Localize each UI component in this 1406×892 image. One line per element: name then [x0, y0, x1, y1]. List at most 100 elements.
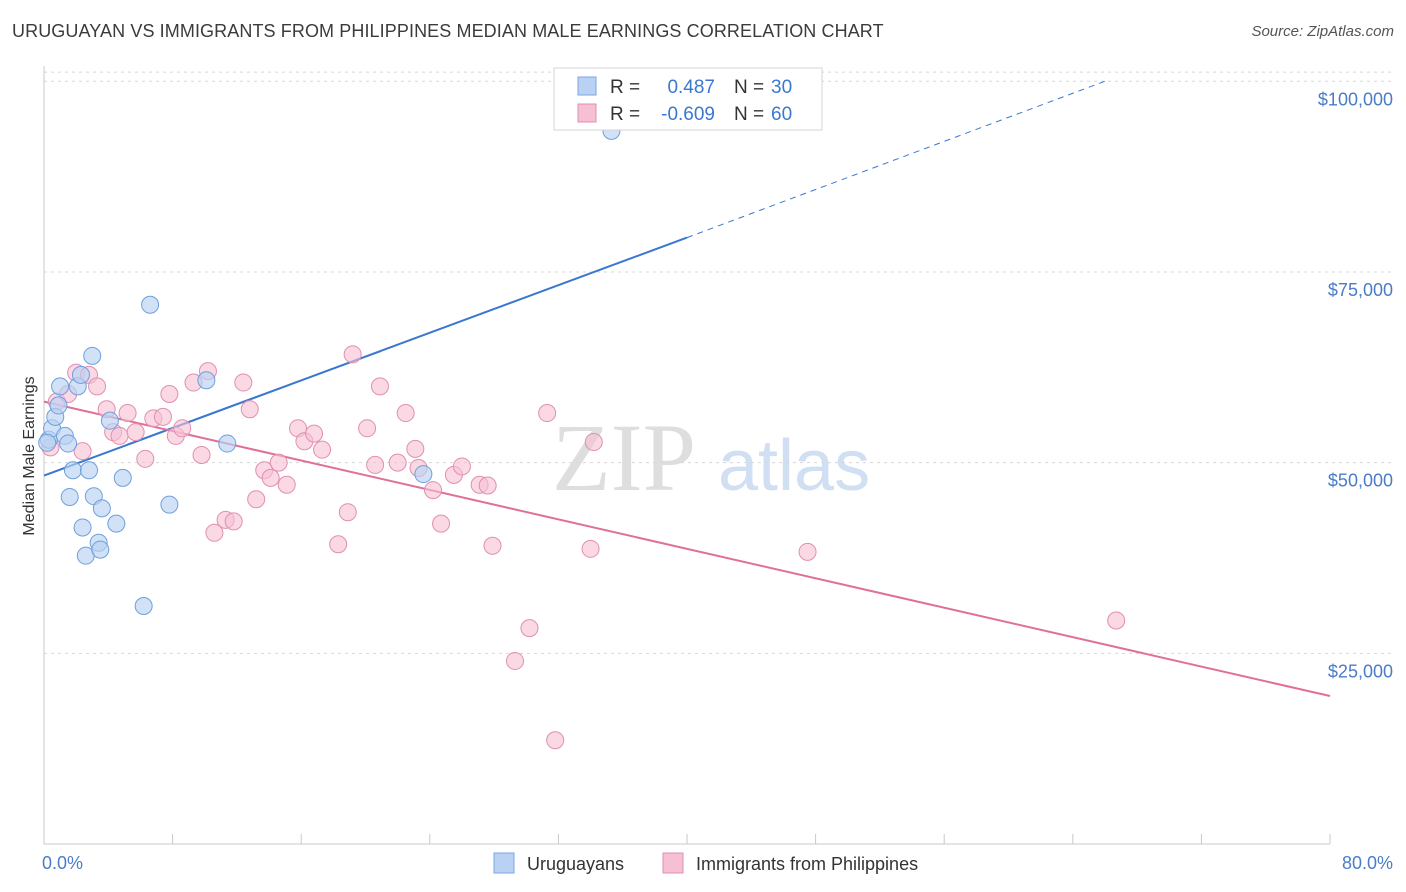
- point-philippines-43: [406, 439, 425, 458]
- y-tick-label-75000: $75,000: [1328, 280, 1393, 300]
- point-philippines-53: [520, 619, 539, 638]
- point-philippines-48: [452, 457, 471, 476]
- bottom-legend: Uruguayans Immigrants from Philippines: [493, 852, 918, 874]
- point-uruguayans-6: [59, 434, 78, 453]
- point-philippines-14: [153, 407, 172, 426]
- stats-r-value-uruguayans: 0.487: [667, 77, 715, 98]
- watermark-atlas: atlas: [718, 426, 870, 506]
- point-philippines-6: [88, 377, 107, 396]
- point-philippines-55: [546, 731, 565, 750]
- y-tick-label-25000: $25,000: [1328, 661, 1393, 681]
- stats-n-value-philippines: 60: [771, 104, 792, 125]
- stats-n-label-uruguayans: N =: [734, 77, 764, 98]
- point-philippines-59: [1107, 611, 1126, 630]
- point-uruguayans-26: [218, 434, 237, 453]
- point-philippines-26: [247, 490, 266, 509]
- stats-r-label-philippines: R =: [610, 104, 640, 125]
- point-philippines-34: [313, 440, 332, 459]
- point-philippines-24: [234, 373, 253, 392]
- point-uruguayans-7: [60, 487, 79, 506]
- stats-swatch-philippines: [577, 103, 597, 123]
- point-uruguayans-13: [80, 461, 99, 480]
- stats-n-label-philippines: N =: [734, 104, 764, 125]
- point-uruguayans-10: [71, 365, 90, 384]
- y-tick-label-50000: $50,000: [1328, 471, 1393, 491]
- point-philippines-23: [224, 512, 243, 531]
- point-philippines-11: [126, 423, 145, 442]
- point-uruguayans-21: [113, 468, 132, 487]
- point-philippines-51: [483, 536, 502, 555]
- point-philippines-19: [192, 446, 211, 464]
- point-philippines-45: [424, 481, 443, 500]
- point-philippines-15: [160, 384, 179, 403]
- trend-line-uruguayans: [43, 236, 688, 477]
- point-philippines-40: [370, 377, 389, 396]
- grid-lines: [44, 71, 1394, 654]
- point-uruguayans-22: [134, 597, 153, 616]
- point-uruguayans-20: [107, 514, 126, 533]
- stats-r-value-philippines: -0.609: [661, 104, 715, 125]
- point-uruguayans-24: [160, 495, 179, 514]
- point-philippines-58: [798, 542, 817, 561]
- legend-swatch-philippines: [662, 852, 684, 874]
- point-philippines-21: [205, 523, 224, 542]
- series-uruguayans-points: [38, 121, 621, 616]
- point-philippines-4: [73, 442, 92, 461]
- point-philippines-33: [305, 424, 324, 443]
- point-philippines-28: [261, 468, 280, 487]
- chart-source: Source: ZipAtlas.com: [1251, 23, 1394, 40]
- point-philippines-17: [173, 419, 192, 438]
- point-philippines-9: [110, 426, 129, 445]
- trend-lines: [43, 80, 1331, 698]
- chart-title: URUGUAYAN VS IMMIGRANTS FROM PHILIPPINES…: [12, 21, 884, 41]
- stats-legend-box: R = 0.487 N = 30 R = -0.609 N = 60: [553, 67, 823, 131]
- point-philippines-38: [358, 419, 377, 438]
- point-uruguayans-25: [197, 371, 216, 390]
- y-axis-label: Median Male Earnings: [21, 376, 38, 535]
- point-philippines-46: [432, 514, 451, 533]
- point-philippines-29: [269, 453, 288, 472]
- point-philippines-30: [277, 475, 296, 494]
- x-tick-label-min: 0.0%: [42, 853, 83, 873]
- legend-label-uruguayans: Uruguayans: [527, 854, 624, 874]
- point-philippines-10: [118, 404, 137, 423]
- point-uruguayans-8: [63, 461, 82, 480]
- point-uruguayans-19: [100, 411, 119, 430]
- point-philippines-57: [584, 433, 603, 452]
- point-philippines-35: [329, 535, 348, 554]
- point-philippines-12: [136, 449, 155, 468]
- point-uruguayans-18: [92, 499, 111, 518]
- y-tick-labels: $25,000 $50,000 $75,000 $100,000: [1318, 89, 1393, 681]
- point-philippines-54: [538, 404, 557, 423]
- point-uruguayans-4: [51, 377, 70, 396]
- point-philippines-36: [338, 503, 357, 522]
- trend-line-philippines: [43, 400, 1331, 698]
- point-philippines-50: [478, 476, 497, 495]
- point-philippines-41: [388, 453, 407, 472]
- point-philippines-37: [343, 345, 362, 364]
- stats-box-frame: [553, 67, 823, 131]
- point-uruguayans-27: [414, 465, 433, 484]
- point-philippines-56: [581, 539, 600, 558]
- point-uruguayans-17: [91, 540, 110, 559]
- legend-label-philippines: Immigrants from Philippines: [696, 854, 918, 874]
- stats-swatch-uruguayans: [577, 76, 597, 96]
- watermark: ZIP atlas: [552, 404, 870, 511]
- stats-r-label-uruguayans: R =: [610, 77, 640, 98]
- point-uruguayans-29: [38, 433, 57, 452]
- point-philippines-25: [240, 400, 259, 419]
- point-uruguayans-11: [73, 518, 92, 537]
- axes: [43, 66, 1331, 845]
- point-philippines-42: [396, 404, 415, 423]
- point-philippines-52: [505, 651, 524, 670]
- point-uruguayans-3: [49, 396, 68, 415]
- watermark-zip: ZIP: [552, 404, 696, 511]
- point-uruguayans-14: [83, 346, 102, 365]
- point-uruguayans-23: [141, 295, 160, 314]
- point-philippines-39: [366, 455, 385, 474]
- x-tick-label-max: 80.0%: [1342, 853, 1393, 873]
- trend-line-uruguayans-extension: [686, 80, 1106, 239]
- y-tick-label-100000: $100,000: [1318, 89, 1393, 109]
- legend-swatch-uruguayans: [493, 852, 515, 874]
